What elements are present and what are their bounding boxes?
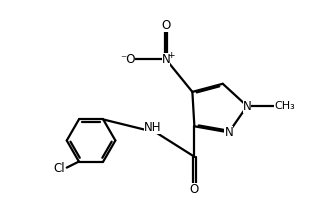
Text: N: N — [162, 53, 171, 66]
Text: N: N — [224, 126, 233, 139]
Text: NH: NH — [144, 121, 161, 134]
Text: N: N — [243, 100, 252, 113]
Text: +: + — [167, 51, 174, 60]
Text: O: O — [161, 19, 171, 31]
Text: ⁻O: ⁻O — [120, 53, 135, 66]
Text: CH₃: CH₃ — [274, 101, 295, 111]
Text: O: O — [190, 183, 199, 196]
Text: Cl: Cl — [54, 162, 65, 175]
